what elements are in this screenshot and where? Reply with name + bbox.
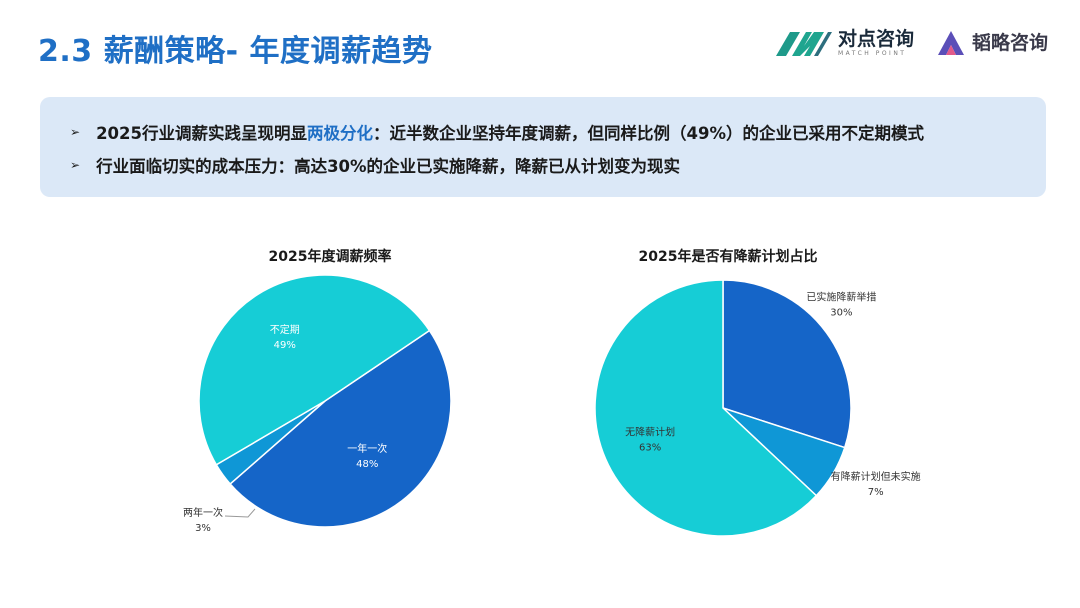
bullet-text: 2025行业调薪实践呈现明显: [96, 123, 307, 143]
matchpoint-logo: 对点咨询 MATCH POINT: [774, 28, 914, 58]
summary-bullet: ➢ 行业面临切实的成本压力：高达30%的企业已实施降薪，降薪已从计划变为现实: [70, 148, 1016, 181]
slice-value-label: 30%: [830, 308, 852, 319]
bullet-text: 行业面临切实的成本压力：高达30%的企业已实施降薪，降薪已从计划变为现实: [96, 156, 681, 176]
summary-bullet: ➢ 2025行业调薪实践呈现明显两极分化：近半数企业坚持年度调薪，但同样比例（4…: [70, 115, 1016, 148]
taolue-mark-icon: [937, 31, 964, 55]
pie-slice: [229, 329, 452, 528]
arrow-bullet-icon: ➢: [70, 124, 81, 139]
slice-label: 两年一次: [183, 506, 223, 519]
taolue-logo: 韬略咨询: [936, 29, 1048, 57]
matchpoint-mark-icon: [775, 32, 832, 56]
pie-chart-svg: 一年一次 48% 两年一次 3% 不定期 49%: [183, 274, 452, 534]
taolue-logo-name: 韬略咨询: [971, 32, 1048, 54]
arrow-bullet-icon: ➢: [70, 157, 81, 172]
pie-chart-salary-frequency: 2025年度调薪频率 一年一次 48% 两年一次 3% 不定期 49%: [70, 238, 590, 558]
chart-title: 2025年度调薪频率: [268, 249, 392, 265]
pie-chart-svg: 已实施降薪举措 30% 有降薪计划但未实施 7% 无降薪计划 63%: [594, 279, 921, 537]
pie-chart-pay-cut-plan: 2025年是否有降薪计划占比 已实施降薪举措 30% 有降薪计划但未实施 7% 无降薪计…: [468, 238, 988, 558]
label-leader-line: [224, 508, 256, 518]
pie-slice: [722, 279, 852, 449]
slice-value-label: 49%: [274, 340, 296, 351]
slice-value-label: 63%: [639, 443, 661, 454]
matchpoint-logo-subtitle: MATCH POINT: [837, 50, 907, 57]
slice-value-label: 3%: [195, 523, 211, 534]
slice-label: 一年一次: [347, 442, 387, 455]
slice-value-label: 7%: [868, 487, 884, 498]
matchpoint-logo-name: 对点咨询: [837, 28, 914, 50]
slice-value-label: 48%: [356, 459, 378, 470]
page-title: 2.3 薪酬策略- 年度调薪趋势: [38, 34, 433, 69]
bullet-text: ：近半数企业坚持年度调薪，但同样比例（49%）的企业已采用不定期模式: [373, 123, 924, 143]
bullet-highlight: 两极分化: [307, 123, 373, 143]
logo-group: 对点咨询 MATCH POINT 韬略咨询: [774, 28, 1048, 58]
slice-label: 无降薪计划: [625, 426, 675, 439]
slice-label: 有降薪计划但未实施: [831, 470, 921, 483]
chart-title: 2025年是否有降薪计划占比: [638, 249, 818, 265]
pie-slice: [594, 279, 818, 537]
slice-label: 不定期: [270, 323, 300, 336]
pie-slice: [198, 274, 431, 466]
slice-label: 已实施降薪举措: [806, 291, 876, 304]
summary-box: ➢ 2025行业调薪实践呈现明显两极分化：近半数企业坚持年度调薪，但同样比例（4…: [40, 97, 1046, 197]
